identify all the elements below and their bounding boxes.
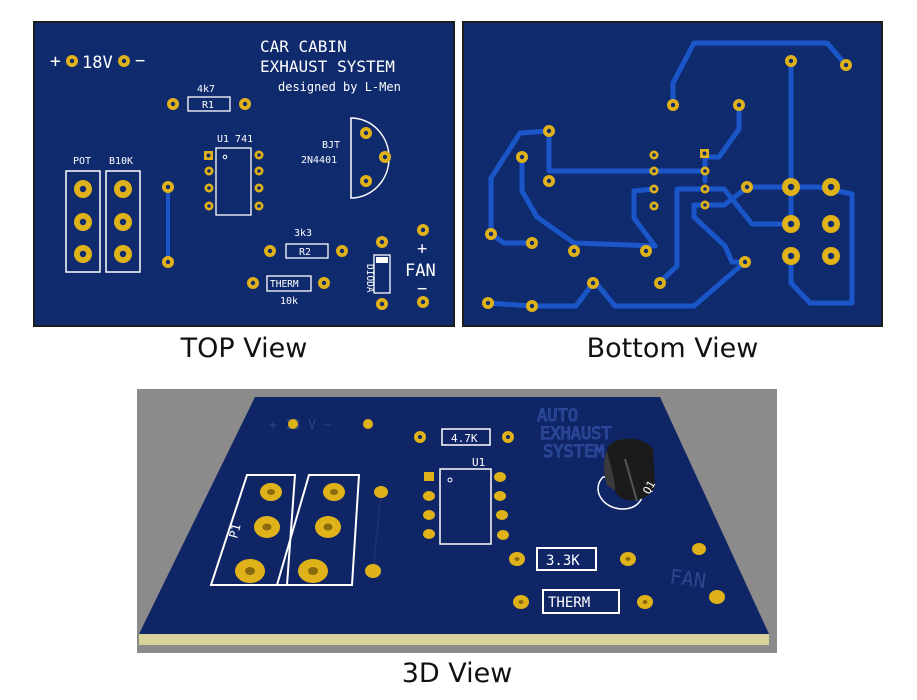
- top-pot-value: B10K: [109, 156, 133, 167]
- top-r2-outline: [285, 243, 329, 259]
- view-3d-r1-value: 4.7K: [451, 432, 478, 445]
- top-r2-value: 3k3: [294, 228, 312, 239]
- top-power-plus: +: [50, 51, 61, 72]
- view-3d-u1-outline: [439, 468, 492, 545]
- view-3d-therm-label: THERM: [548, 595, 590, 611]
- top-therm-outline: [266, 275, 312, 292]
- view-3d-panel: AUTO EXHAUST SYSTEM + 18 V − 4.7K U1 P1 …: [137, 389, 777, 653]
- view-3d-r1-outline: [441, 428, 491, 446]
- top-r2-label: R2: [299, 247, 311, 258]
- view-3d-r2-value: 3.3K: [546, 553, 580, 569]
- bottom-board-substrate: [462, 21, 883, 327]
- svg-text:SYSTEM: SYSTEM: [543, 442, 604, 462]
- top-power-minus: −: [135, 51, 145, 71]
- view-3d-jumper-wire: [372, 491, 382, 572]
- top-pot-label: POT: [73, 156, 91, 167]
- view-3d-pot-outline-right: [275, 474, 361, 586]
- top-u1-outline: [215, 147, 252, 216]
- top-r1-label: R1: [202, 100, 214, 111]
- svg-text:EXHAUST: EXHAUST: [540, 424, 612, 444]
- top-diode-outline: [373, 254, 391, 294]
- top-u1-label: U1 741: [217, 134, 253, 145]
- view-3d-u1-label: U1: [472, 456, 485, 469]
- top-board-substrate: [33, 21, 455, 327]
- view-3d-render: AUTO EXHAUST SYSTEM + 18 V − 4.7K U1 P1 …: [137, 389, 777, 653]
- view-3d-q1-body: [607, 438, 655, 501]
- top-therm-label: THERM: [270, 279, 299, 290]
- view-3d-power-label: + 18 V −: [269, 418, 332, 433]
- bottom-view-board: [462, 21, 883, 327]
- view-3d-r2-outline: [536, 547, 597, 571]
- view-3d-q1-label: Q1: [640, 479, 658, 497]
- bottom-view-panel: [462, 21, 883, 327]
- bottom-view-caption: Bottom View: [586, 333, 759, 364]
- top-view-panel: + 18V − CAR CABIN EXHAUST SYSTEM designe…: [33, 21, 455, 327]
- top-fan-minus: −: [417, 279, 427, 299]
- top-view-board: + 18V − CAR CABIN EXHAUST SYSTEM designe…: [33, 21, 455, 327]
- top-r1-outline: [187, 96, 231, 112]
- top-pot-outline-left: [65, 170, 101, 273]
- view-3d-ghost-title: AUTO EXHAUST SYSTEM: [537, 406, 613, 463]
- view-3d-board-edge: [139, 634, 769, 645]
- view-3d-therm-outline: [542, 589, 620, 614]
- top-bjt-part: 2N4401: [301, 155, 337, 166]
- top-title-line2: EXHAUST SYSTEM: [260, 57, 395, 76]
- top-power-voltage: 18V: [82, 53, 113, 73]
- top-fan-plus: +: [417, 239, 427, 259]
- top-bjt-label: BJT: [322, 140, 340, 151]
- svg-text:AUTO: AUTO: [537, 406, 578, 426]
- bottom-pads: [482, 55, 852, 312]
- top-pot-outline-right: [105, 170, 141, 273]
- bottom-traces: [485, 40, 855, 309]
- top-designer: designed by L-Men: [278, 80, 401, 94]
- view-3d-p1-label: P1: [226, 522, 243, 540]
- view-3d-caption: 3D View: [401, 658, 513, 689]
- view-3d-fan-label: FAN: [668, 564, 707, 593]
- top-therm-value: 10k: [280, 296, 298, 307]
- top-dioda-label: DIODA: [364, 264, 375, 293]
- top-r1-value: 4k7: [197, 84, 215, 95]
- top-title-line1: CAR CABIN: [260, 37, 347, 56]
- top-view-caption: TOP View: [180, 333, 308, 364]
- top-fan-label: FAN: [405, 261, 436, 281]
